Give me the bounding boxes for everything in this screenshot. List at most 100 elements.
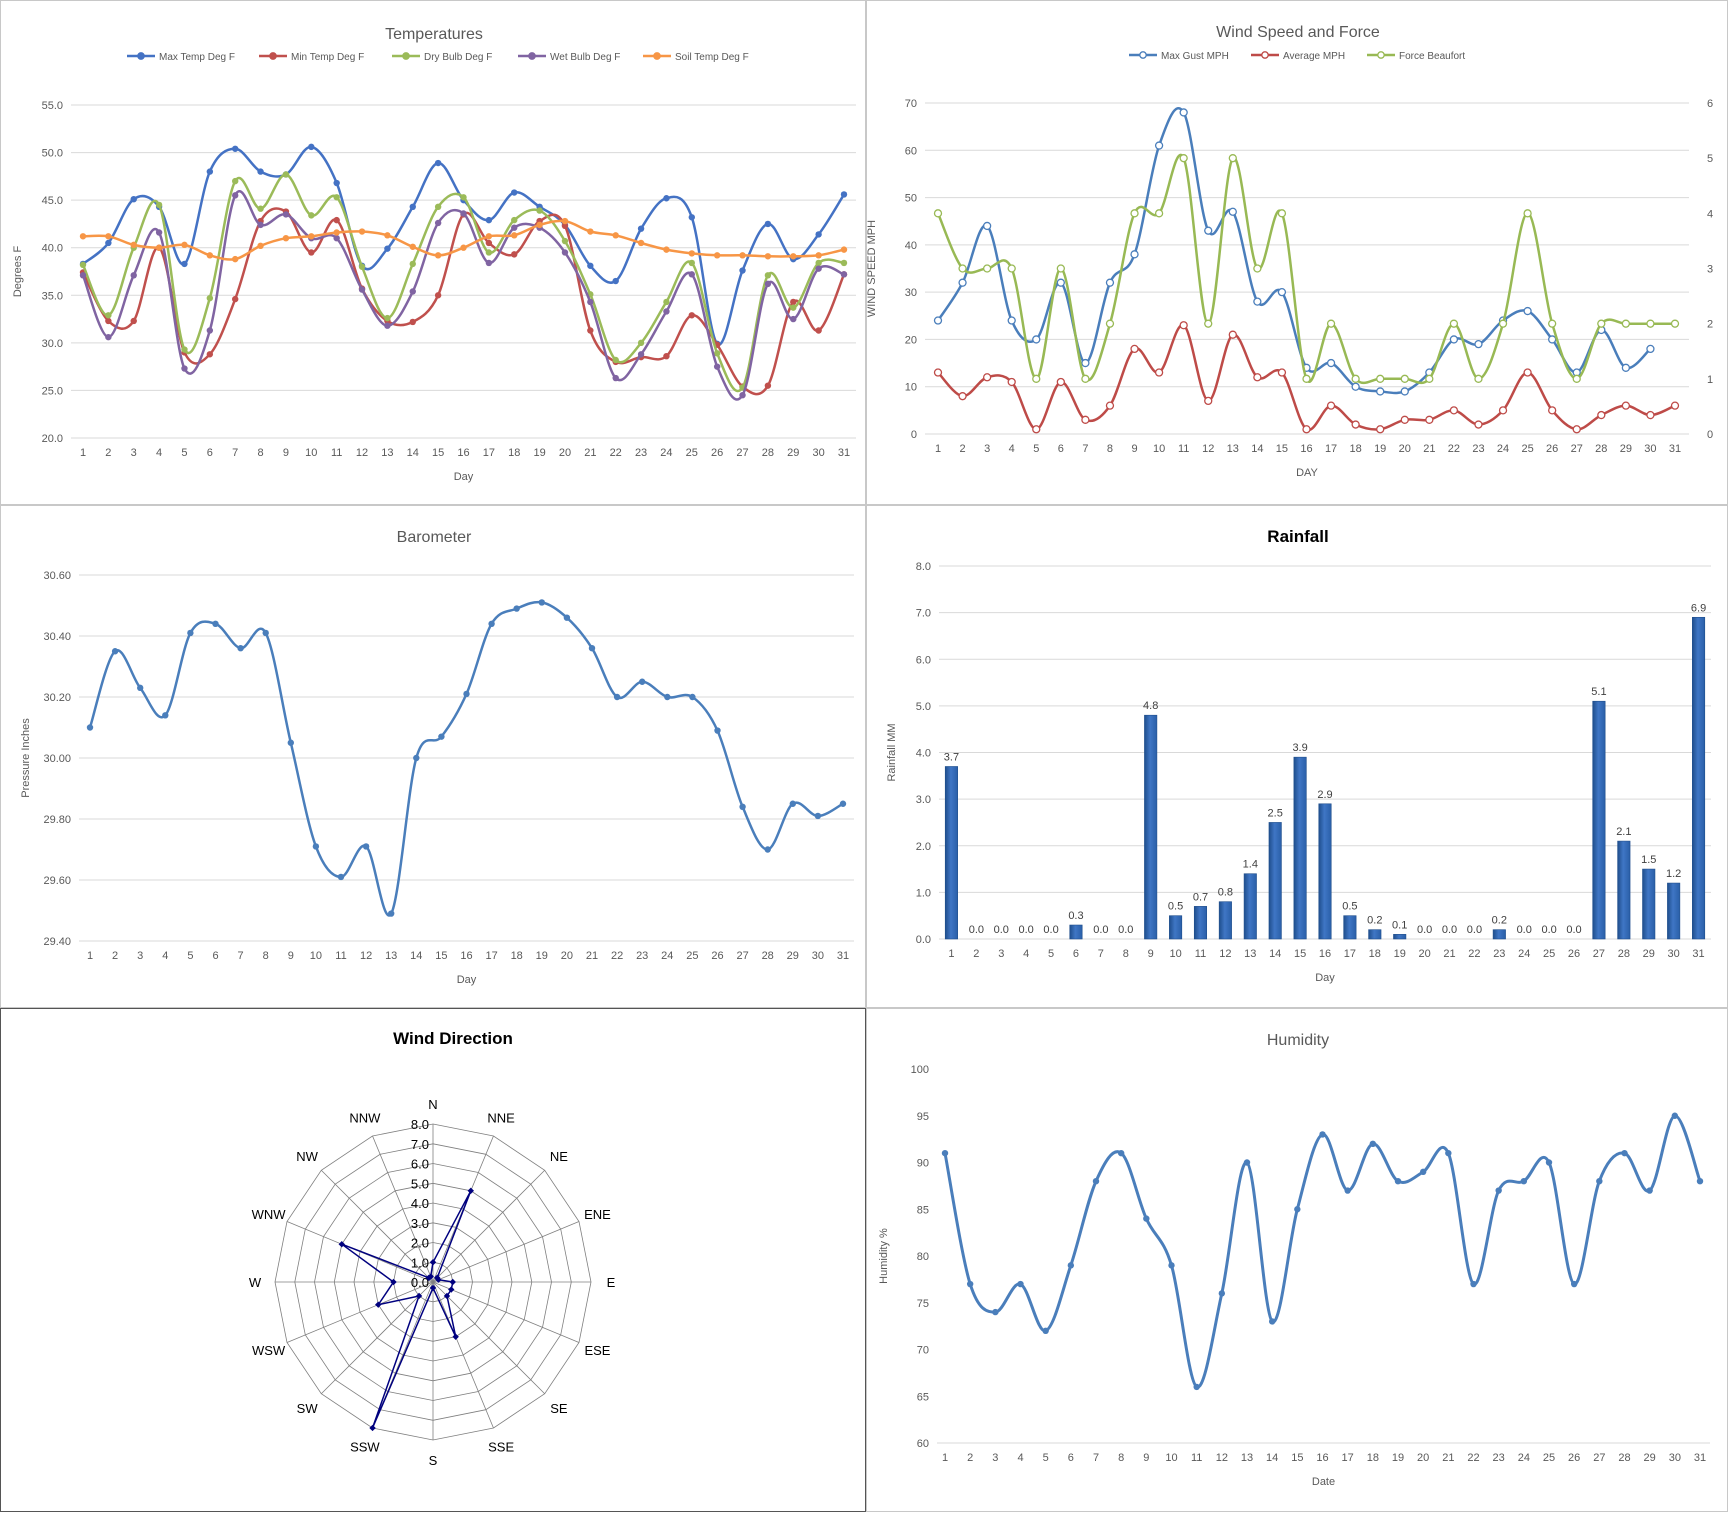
data-point <box>764 846 771 853</box>
rainfall-bar <box>1393 934 1407 940</box>
x-tick-label: 3 <box>984 443 990 455</box>
x-tick-label: 31 <box>837 950 849 962</box>
data-point <box>1154 209 1164 218</box>
x-tick-label: 30 <box>1668 948 1680 960</box>
data-point <box>1105 319 1115 328</box>
radial-tick-label: 8.0 <box>411 1117 429 1132</box>
wind-speed-chart-panel: Wind Speed and Force 0 10 20 30 40 50 60 70 0 1 2 3 4… <box>866 0 1728 505</box>
y-tick-label: 29.40 <box>43 936 71 948</box>
x-tick-label: 20 <box>1417 1452 1429 1464</box>
data-point <box>637 339 645 347</box>
x-tick-label: 26 <box>1568 948 1580 960</box>
y-tick-label: 30.0 <box>42 338 63 350</box>
data-point <box>434 292 442 299</box>
x-tick-label: 17 <box>483 447 495 459</box>
data-point <box>460 194 467 201</box>
x-tick-label: 23 <box>635 447 647 459</box>
data-point <box>1400 374 1409 383</box>
x-tick-label: 4 <box>1009 443 1015 455</box>
data-point <box>212 620 219 627</box>
x-tick-label: 25 <box>686 950 698 962</box>
direction-label: NE <box>550 1149 568 1164</box>
bar-data-label: 6.9 <box>1691 602 1706 614</box>
data-point <box>409 203 416 211</box>
x-tick-label: 9 <box>1143 1452 1149 1464</box>
data-point <box>689 693 696 701</box>
data-point <box>1228 330 1237 339</box>
bar-data-label: 0.2 <box>1492 915 1507 927</box>
radar-spoke <box>432 1281 494 1429</box>
y-tick-label: 70 <box>905 98 917 110</box>
data-point <box>1056 264 1065 273</box>
x-tick-label: 22 <box>610 447 622 459</box>
y-tick-label: 2.0 <box>916 841 931 853</box>
data-point <box>443 1292 451 1300</box>
x-tick-label: 30 <box>1644 443 1656 455</box>
data-point <box>688 214 695 221</box>
data-point <box>1670 401 1680 410</box>
data-point <box>463 690 470 698</box>
bar-data-label: 3.9 <box>1292 742 1307 754</box>
bar-data-label: 0.0 <box>1442 924 1457 936</box>
x-tick-label: 1 <box>948 948 954 960</box>
data-point <box>485 259 493 267</box>
data-point <box>449 1278 456 1286</box>
x-tick-label: 14 <box>407 447 419 459</box>
radar-spoke <box>432 1169 546 1283</box>
x-tick-label: 7 <box>1098 948 1104 960</box>
x-tick-label: 29 <box>787 447 799 459</box>
data-point <box>982 221 992 231</box>
x-tick-label: 11 <box>335 950 346 962</box>
data-point <box>130 272 137 279</box>
x-tick-label: 26 <box>1568 1452 1580 1464</box>
direction-label: ESE <box>584 1343 610 1358</box>
y-tick-label: 8.0 <box>916 561 931 573</box>
data-point <box>384 314 391 322</box>
x-axis-label: Day <box>454 471 474 483</box>
data-point <box>561 249 569 256</box>
y-axis-label: Pressure Inches <box>20 718 32 798</box>
bar-data-label: 0.2 <box>1367 915 1382 927</box>
bar-data-label: 0.0 <box>1093 924 1108 936</box>
y-axis-label: Humidity % <box>878 1228 890 1284</box>
x-tick-label: 18 <box>511 950 523 962</box>
x-tick-label: 13 <box>381 447 393 459</box>
data-point <box>1081 358 1090 368</box>
legend-label: Min Temp Deg F <box>291 52 364 63</box>
data-point <box>1474 420 1483 429</box>
rainfall-bar <box>1368 929 1382 940</box>
x-tick-label: 14 <box>1266 1452 1278 1464</box>
legend-label: Soil Temp Deg F <box>675 52 749 63</box>
data-point <box>448 1286 455 1293</box>
bar-data-label: 0.5 <box>1342 901 1357 913</box>
data-point <box>966 1280 974 1288</box>
data-point <box>282 235 290 242</box>
data-point <box>333 235 340 242</box>
data-point <box>1032 374 1041 383</box>
data-point <box>155 244 163 251</box>
y-tick-label: 75 <box>917 1298 929 1310</box>
x-axis-label: DAY <box>1296 467 1318 479</box>
x-tick-label: 29 <box>1643 948 1655 960</box>
x-tick-label: 5 <box>1033 443 1039 455</box>
data-point <box>1670 319 1680 328</box>
x-tick-label: 19 <box>536 950 548 962</box>
rainfall-bar <box>1243 873 1257 940</box>
data-point <box>1268 1318 1276 1325</box>
x-tick-label: 19 <box>1374 443 1386 455</box>
x-tick-label: 2 <box>105 447 111 459</box>
data-point <box>130 195 137 203</box>
legend-label: Wet Bulb Deg F <box>550 52 620 63</box>
direction-label: NNW <box>349 1111 381 1126</box>
data-point <box>434 219 442 227</box>
radar-spoke <box>432 1281 580 1343</box>
legend-swatch-marker <box>1261 51 1269 59</box>
data-point <box>181 260 188 268</box>
x-tick-label: 8 <box>263 950 269 962</box>
data-point <box>982 264 992 273</box>
data-point <box>1105 401 1115 410</box>
x-tick-label: 8 <box>258 447 264 459</box>
y-tick-label: 5.0 <box>916 701 931 713</box>
data-point <box>1572 374 1581 383</box>
